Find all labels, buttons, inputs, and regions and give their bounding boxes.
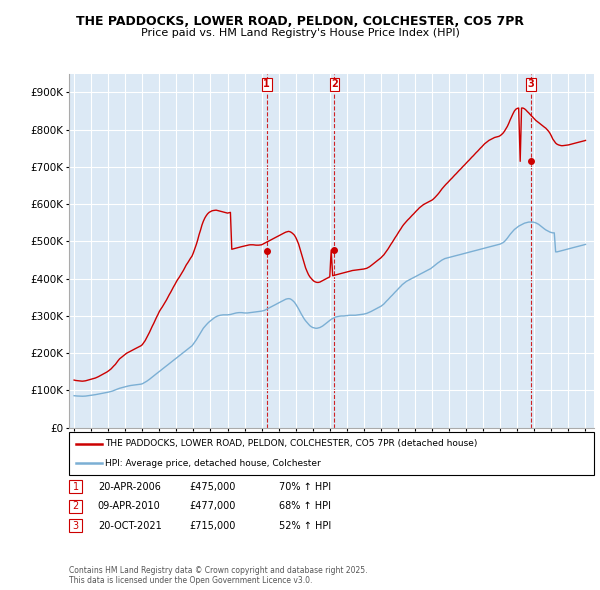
Text: 70% ↑ HPI: 70% ↑ HPI [279,482,331,491]
Text: 09-APR-2010: 09-APR-2010 [98,502,161,511]
Text: 1: 1 [263,79,270,89]
Text: 3: 3 [73,521,79,530]
Text: £475,000: £475,000 [189,482,235,491]
Text: 2: 2 [73,502,79,511]
Text: HPI: Average price, detached house, Colchester: HPI: Average price, detached house, Colc… [105,459,321,468]
Text: 20-APR-2006: 20-APR-2006 [98,482,161,491]
Text: £477,000: £477,000 [189,502,235,511]
Text: Price paid vs. HM Land Registry's House Price Index (HPI): Price paid vs. HM Land Registry's House … [140,28,460,38]
Text: 52% ↑ HPI: 52% ↑ HPI [279,521,331,530]
Text: 20-OCT-2021: 20-OCT-2021 [98,521,161,530]
Text: Contains HM Land Registry data © Crown copyright and database right 2025.
This d: Contains HM Land Registry data © Crown c… [69,566,367,585]
Text: THE PADDOCKS, LOWER ROAD, PELDON, COLCHESTER, CO5 7PR: THE PADDOCKS, LOWER ROAD, PELDON, COLCHE… [76,15,524,28]
Text: 68% ↑ HPI: 68% ↑ HPI [279,502,331,511]
Text: £715,000: £715,000 [189,521,235,530]
Text: 3: 3 [527,79,535,89]
Text: 1: 1 [73,482,79,491]
Text: THE PADDOCKS, LOWER ROAD, PELDON, COLCHESTER, CO5 7PR (detached house): THE PADDOCKS, LOWER ROAD, PELDON, COLCHE… [105,440,478,448]
Text: 2: 2 [331,79,338,89]
